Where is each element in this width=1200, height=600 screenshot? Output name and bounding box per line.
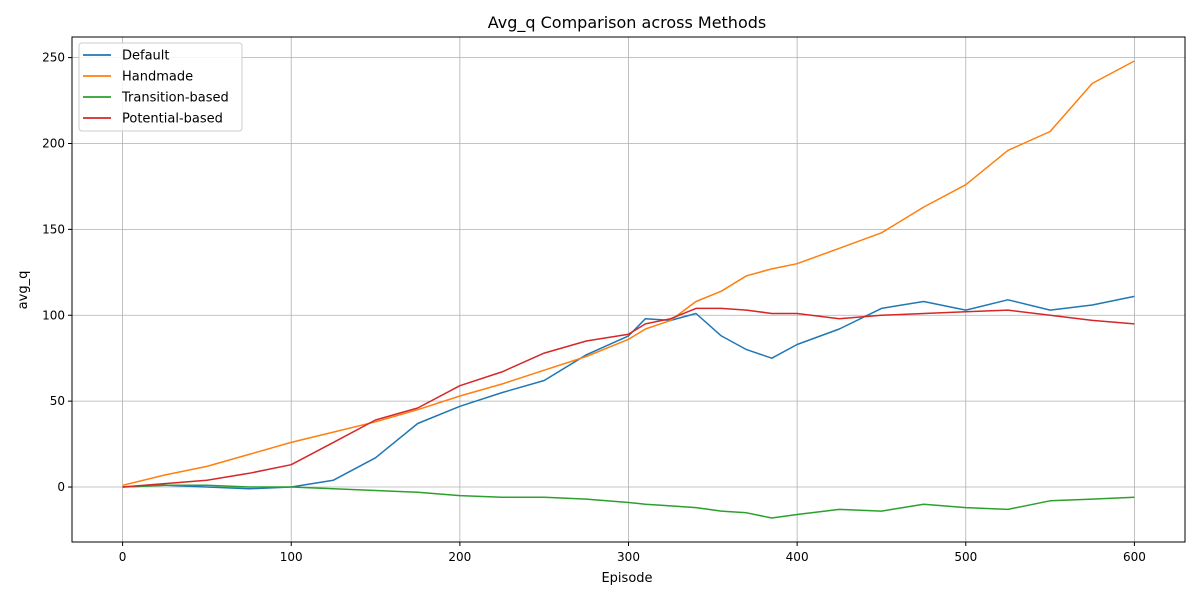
x-tick-label: 400 bbox=[786, 550, 809, 564]
x-tick-label: 100 bbox=[280, 550, 303, 564]
x-tick-label: 200 bbox=[448, 550, 471, 564]
y-axis-label: avg_q bbox=[16, 271, 31, 310]
y-tick-label: 0 bbox=[57, 480, 65, 494]
grid-lines bbox=[72, 37, 1185, 542]
x-axis-label: Episode bbox=[601, 571, 652, 586]
series-line-default bbox=[122, 295, 1135, 490]
y-tick-label: 100 bbox=[42, 308, 65, 322]
y-tick-label: 200 bbox=[42, 136, 65, 150]
legend: Default Handmade Transition-based Potential… bbox=[78, 42, 243, 132]
legend-label-potential-based: Potential-based bbox=[122, 112, 223, 127]
series-line-transition-based bbox=[122, 484, 1135, 519]
x-axis-ticks: 0 100 200 300 400 500 600 bbox=[119, 542, 1146, 564]
series-line-handmade bbox=[122, 60, 1135, 487]
x-tick-label: 600 bbox=[1123, 550, 1146, 564]
y-tick-label: 50 bbox=[50, 394, 65, 408]
series-layer bbox=[122, 60, 1135, 519]
legend-label-default: Default bbox=[122, 49, 170, 64]
legend-box bbox=[78, 42, 243, 132]
y-tick-label: 150 bbox=[42, 222, 65, 236]
chart-title: Avg_q Comparison across Methods bbox=[488, 13, 766, 33]
x-tick-label: 300 bbox=[617, 550, 640, 564]
x-tick-label: 0 bbox=[119, 550, 127, 564]
legend-label-transition-based: Transition-based bbox=[121, 91, 229, 106]
series-line-potential-based bbox=[122, 307, 1135, 488]
legend-label-handmade: Handmade bbox=[122, 70, 193, 85]
y-axis-ticks: 0 50 100 150 200 250 bbox=[42, 51, 72, 494]
y-tick-label: 250 bbox=[42, 51, 65, 65]
x-tick-label: 500 bbox=[954, 550, 977, 564]
